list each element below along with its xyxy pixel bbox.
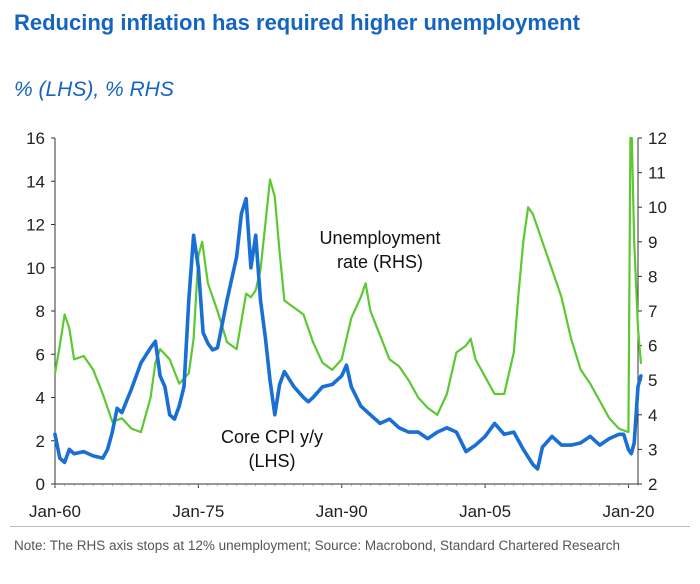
- chart-title: Reducing inflation has required higher u…: [14, 10, 580, 35]
- y-right-tick-label: 7: [648, 302, 657, 321]
- chart-subtitle: % (LHS), % RHS: [14, 78, 174, 101]
- series-layer: [53, 136, 643, 471]
- y-left-tick-label: 12: [26, 216, 45, 235]
- y-left-tick-label: 6: [36, 345, 45, 364]
- x-tick-label: Jan-20: [602, 502, 654, 521]
- axes-layer: [54, 138, 639, 485]
- y-right-tick-label: 6: [648, 337, 657, 356]
- series-line-core-cpi: [53, 196, 643, 471]
- y-right-tick-label: 11: [648, 164, 666, 183]
- y-right-tick-label: 9: [648, 233, 657, 252]
- annotation-unemployment-line-1: Unemployment: [319, 228, 440, 248]
- y-left-tick-label: 4: [36, 389, 45, 408]
- annotation-layer: Unemployment rate (RHS) Core CPI y/y (LHS): [221, 228, 441, 471]
- footer-divider: [10, 526, 690, 527]
- chart-svg: 0 2 4 6 8 10 12 14 16 2 3 4 5 6 7 8 9 10 11 12 Jan-60 Jan-75 J…: [26, 129, 667, 521]
- y-right-tick-label: 3: [648, 440, 657, 459]
- source-note: Note: The RHS axis stops at 12% unemploy…: [14, 538, 621, 553]
- ticks-layer: 0 2 4 6 8 10 12 14 16 2 3 4 5 6 7 8 9 10 11 12 Jan-60 Jan-75 J…: [26, 129, 667, 521]
- y-left-tick-label: 14: [26, 172, 45, 191]
- y-right-tick-label: 8: [648, 267, 657, 286]
- y-left-tick-label: 2: [36, 432, 45, 451]
- annotation-core-cpi-line-1: Core CPI y/y: [221, 427, 323, 447]
- annotation-unemployment-line-2: rate (RHS): [337, 252, 423, 272]
- y-right-tick-label: 2: [648, 475, 657, 494]
- annotation-core-cpi-line-2: (LHS): [248, 451, 295, 471]
- y-left-tick-label: 16: [26, 129, 45, 148]
- y-right-tick-label: 5: [648, 371, 657, 390]
- series-line-unemployment: [53, 136, 643, 434]
- y-right-tick-label: 10: [648, 198, 667, 217]
- y-left-tick-label: 8: [36, 302, 45, 321]
- y-left-tick-label: 0: [36, 475, 45, 494]
- x-tick-label: Jan-90: [316, 502, 368, 521]
- x-tick-label: Jan-75: [172, 502, 224, 521]
- y-right-tick-label: 4: [648, 406, 657, 425]
- y-left-tick-label: 10: [26, 259, 45, 278]
- y-right-tick-label: 12: [648, 129, 667, 148]
- x-tick-label: Jan-05: [459, 502, 511, 521]
- x-tick-label: Jan-60: [29, 502, 81, 521]
